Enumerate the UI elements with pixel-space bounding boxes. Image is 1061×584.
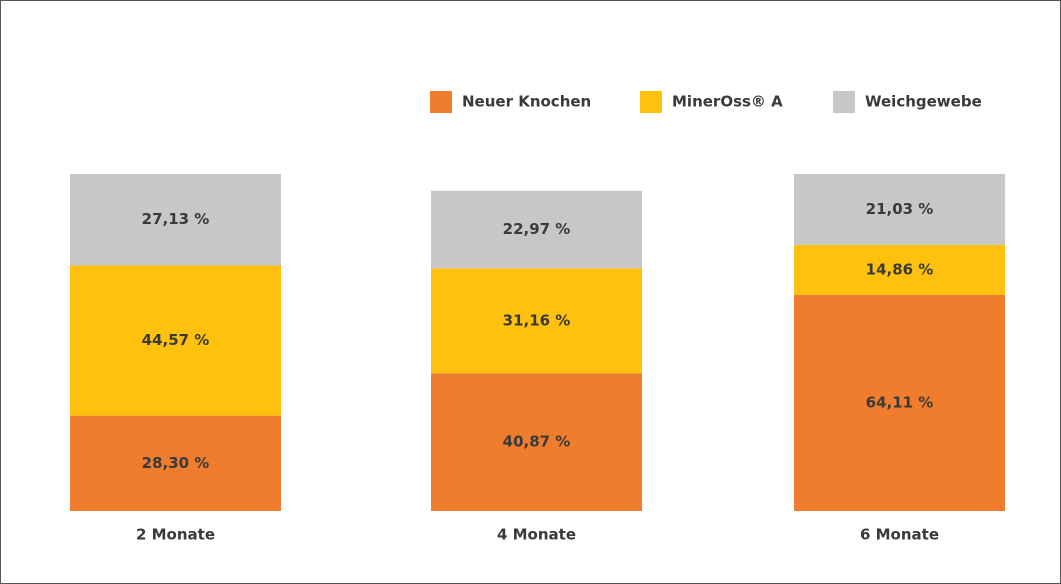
data-label: 28,30 % xyxy=(142,454,210,472)
legend-swatch xyxy=(430,91,452,113)
data-label: 21,03 % xyxy=(866,200,934,218)
data-label: 40,87 % xyxy=(503,433,571,451)
data-label: 44,57 % xyxy=(142,331,210,349)
bar-segment xyxy=(794,244,1005,295)
bar-segment xyxy=(431,268,642,374)
data-label: 22,97 % xyxy=(503,220,571,238)
legend-label: Weichgewebe xyxy=(865,93,982,111)
bar-segment xyxy=(794,174,1005,245)
bar-segment xyxy=(794,294,1005,511)
bar-segment xyxy=(431,373,642,511)
data-label: 27,13 % xyxy=(142,210,210,228)
legend-label: Neuer Knochen xyxy=(462,93,591,111)
data-label: 14,86 % xyxy=(866,260,934,278)
data-label: 31,16 % xyxy=(503,311,571,329)
legend-swatch xyxy=(640,91,662,113)
bar-segment xyxy=(70,415,281,511)
x-tick-label: 2 Monate xyxy=(136,526,215,544)
data-label: 64,11 % xyxy=(866,393,934,411)
bar-segment xyxy=(431,190,642,269)
x-tick-label: 4 Monate xyxy=(497,526,576,544)
legend-swatch xyxy=(833,91,855,113)
x-tick-label: 6 Monate xyxy=(860,526,939,544)
legend-label: MinerOss® A xyxy=(672,93,783,111)
bar-segment xyxy=(70,174,281,266)
bar-segment xyxy=(70,265,281,416)
